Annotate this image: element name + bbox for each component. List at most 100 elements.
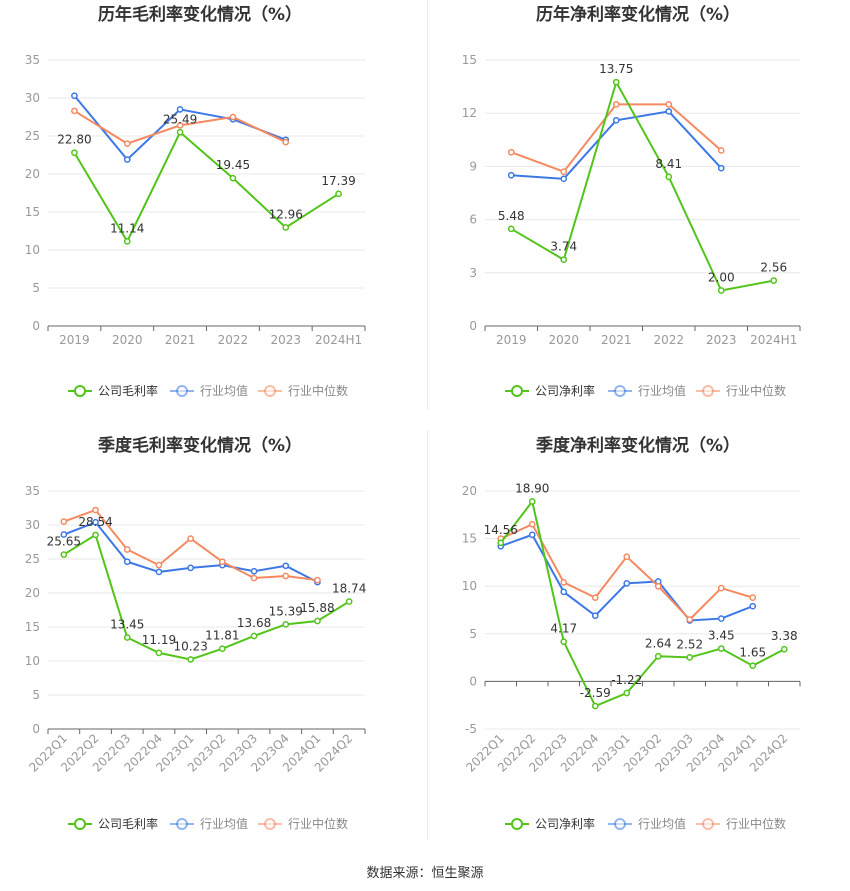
legend-marker[interactable]: [74, 818, 86, 830]
data-point[interactable]: [717, 164, 725, 172]
legend-label: 行业中位数: [288, 383, 348, 398]
data-point[interactable]: [623, 553, 631, 561]
data-point[interactable]: [229, 113, 237, 121]
legend-marker[interactable]: [511, 818, 523, 830]
data-point[interactable]: [507, 171, 515, 179]
data-point[interactable]: [71, 149, 78, 157]
legend-marker[interactable]: [702, 385, 714, 397]
data-point[interactable]: [665, 108, 673, 115]
data-point[interactable]: [71, 107, 78, 115]
data-point[interactable]: [560, 588, 568, 596]
data-point[interactable]: [686, 654, 694, 661]
data-point[interactable]: [507, 148, 515, 156]
data-point[interactable]: [187, 656, 194, 663]
data-point[interactable]: [717, 584, 725, 592]
data-point[interactable]: [686, 616, 694, 623]
data-point[interactable]: [123, 156, 131, 163]
data-point[interactable]: [591, 594, 599, 601]
data-point[interactable]: [187, 564, 194, 572]
data-point[interactable]: [92, 531, 99, 539]
data-point[interactable]: [612, 78, 620, 86]
data-point[interactable]: [187, 535, 194, 542]
data-point[interactable]: [250, 567, 258, 575]
data-point[interactable]: [335, 190, 342, 198]
y-tick-label: 5: [469, 627, 477, 641]
data-point[interactable]: [60, 531, 68, 538]
data-point[interactable]: [717, 645, 725, 652]
data-point[interactable]: [314, 576, 321, 584]
data-point[interactable]: [612, 100, 620, 108]
data-point[interactable]: [155, 561, 163, 569]
data-point[interactable]: [176, 106, 184, 113]
data-point[interactable]: [528, 498, 536, 505]
data-point[interactable]: [60, 518, 68, 525]
legend-marker[interactable]: [264, 818, 276, 830]
data-point[interactable]: [282, 224, 290, 231]
data-point[interactable]: [123, 546, 131, 553]
data-point[interactable]: [250, 632, 258, 640]
data-point[interactable]: [123, 634, 131, 641]
data-point[interactable]: [497, 539, 505, 547]
legend-marker[interactable]: [614, 818, 626, 830]
data-point[interactable]: [282, 138, 290, 146]
data-point[interactable]: [780, 645, 788, 653]
data-point[interactable]: [623, 579, 631, 587]
panel-divider-top: [427, 0, 428, 410]
data-point[interactable]: [155, 649, 163, 657]
data-point[interactable]: [654, 652, 662, 660]
data-point[interactable]: [71, 92, 78, 100]
data-point[interactable]: [612, 116, 620, 124]
data-point[interactable]: [560, 638, 568, 646]
data-point[interactable]: [591, 612, 599, 620]
data-point[interactable]: [749, 594, 757, 601]
data-label: 5.48: [498, 209, 525, 223]
data-point[interactable]: [591, 702, 599, 710]
data-point[interactable]: [92, 518, 99, 526]
data-point[interactable]: [749, 602, 757, 610]
data-label: 3.74: [550, 240, 577, 254]
data-point[interactable]: [749, 662, 757, 670]
data-point[interactable]: [717, 615, 725, 622]
legend-marker[interactable]: [264, 385, 276, 397]
data-point[interactable]: [229, 174, 237, 182]
y-tick-label: 0: [469, 319, 477, 333]
data-point[interactable]: [123, 140, 131, 147]
data-point[interactable]: [770, 277, 778, 284]
data-point[interactable]: [155, 568, 163, 576]
data-point[interactable]: [123, 558, 131, 566]
data-point[interactable]: [528, 520, 536, 528]
legend-marker[interactable]: [702, 818, 714, 830]
data-point[interactable]: [219, 558, 226, 566]
data-point[interactable]: [314, 617, 321, 625]
data-point[interactable]: [665, 100, 673, 108]
data-point[interactable]: [528, 531, 536, 539]
data-point[interactable]: [507, 225, 515, 233]
y-tick-label: -5: [465, 722, 477, 736]
legend-marker[interactable]: [511, 385, 523, 397]
data-point[interactable]: [92, 506, 99, 514]
data-point[interactable]: [60, 551, 68, 558]
data-point[interactable]: [560, 175, 568, 183]
legend-marker[interactable]: [614, 385, 626, 397]
data-point[interactable]: [219, 645, 226, 653]
data-point[interactable]: [282, 562, 290, 570]
data-point[interactable]: [176, 122, 184, 129]
data-point[interactable]: [717, 147, 725, 154]
data-point[interactable]: [250, 574, 258, 582]
legend-marker[interactable]: [74, 385, 86, 397]
data-point[interactable]: [282, 620, 290, 628]
data-point[interactable]: [560, 579, 568, 586]
data-point[interactable]: [560, 256, 568, 264]
data-point[interactable]: [560, 168, 568, 176]
data-point[interactable]: [345, 598, 353, 605]
data-point[interactable]: [282, 572, 290, 580]
data-point[interactable]: [665, 173, 673, 181]
legend-marker[interactable]: [176, 818, 188, 830]
y-tick-label: 15: [462, 53, 477, 67]
data-point[interactable]: [654, 582, 662, 590]
data-point[interactable]: [623, 689, 631, 697]
data-point[interactable]: [717, 287, 725, 294]
data-point[interactable]: [176, 128, 184, 136]
legend-marker[interactable]: [176, 385, 188, 397]
data-point[interactable]: [123, 237, 131, 245]
